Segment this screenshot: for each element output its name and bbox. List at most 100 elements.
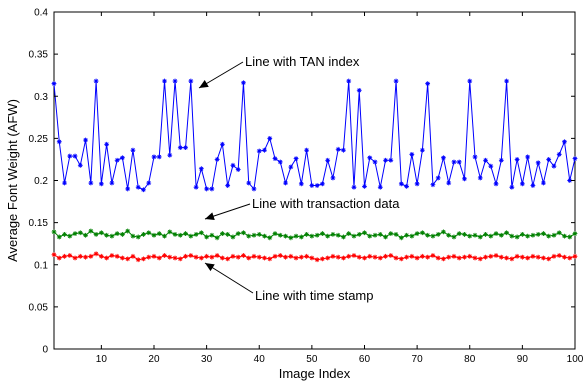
- data-point: [541, 231, 546, 236]
- data-point: [162, 233, 167, 239]
- data-point: [514, 157, 520, 162]
- data-point: [98, 181, 104, 187]
- data-point: [314, 183, 320, 188]
- data-point: [488, 163, 494, 169]
- data-point: [530, 232, 536, 238]
- data-point: [198, 230, 204, 236]
- data-point: [393, 232, 399, 237]
- data-point: [388, 157, 394, 163]
- data-point: [335, 254, 341, 260]
- plot-area: [53, 11, 576, 350]
- data-point: [483, 157, 488, 163]
- data-point: [393, 255, 399, 261]
- data-point: [67, 253, 73, 258]
- data-point: [288, 164, 294, 170]
- data-point: [367, 253, 373, 259]
- data-point: [493, 181, 499, 187]
- data-point: [414, 255, 420, 261]
- data-point: [167, 254, 173, 260]
- data-point: [214, 157, 220, 162]
- data-point: [162, 253, 167, 258]
- data-point: [356, 87, 362, 93]
- data-point: [398, 256, 404, 262]
- data-point: [425, 81, 431, 87]
- series-1: [51, 78, 578, 193]
- data-point: [146, 230, 152, 236]
- data-point: [251, 232, 257, 238]
- data-point: [346, 78, 352, 84]
- data-point: [546, 233, 552, 239]
- x-tick-label: 90: [517, 354, 529, 365]
- data-point: [325, 255, 331, 261]
- data-point: [83, 254, 88, 260]
- data-point: [525, 255, 531, 261]
- series-line: [53, 230, 576, 239]
- data-point: [230, 162, 236, 168]
- data-point: [446, 232, 452, 238]
- x-tick-label: 10: [96, 354, 108, 365]
- data-point: [425, 232, 431, 238]
- data-point: [156, 154, 162, 160]
- annotation-arrow: [204, 262, 254, 294]
- data-point: [151, 253, 157, 259]
- data-point: [572, 156, 578, 161]
- data-point: [167, 229, 173, 235]
- data-point: [198, 255, 204, 261]
- data-point: [504, 255, 509, 261]
- data-point: [304, 232, 310, 237]
- data-point: [388, 253, 394, 258]
- data-point: [188, 78, 194, 84]
- data-point: [93, 232, 99, 237]
- data-point: [535, 232, 541, 237]
- data-point: [88, 180, 94, 186]
- data-point: [393, 78, 399, 84]
- annotation-layer: Line with TAN index Line with transaction…: [198, 54, 400, 303]
- data-point: [172, 232, 178, 237]
- data-point: [341, 255, 346, 261]
- series-line: [53, 253, 576, 261]
- data-point: [509, 184, 515, 190]
- y-tick-label: 0.35: [29, 50, 49, 61]
- annotation-2: Line with transaction data: [204, 196, 400, 220]
- data-point: [383, 234, 388, 240]
- data-point: [177, 145, 183, 151]
- data-point: [541, 180, 546, 186]
- data-point: [251, 253, 257, 259]
- data-point: [183, 253, 188, 259]
- data-point: [441, 229, 446, 235]
- data-point: [562, 233, 567, 239]
- data-point: [146, 254, 152, 260]
- data-point: [483, 254, 488, 260]
- data-point: [362, 230, 367, 236]
- data-point: [146, 180, 152, 186]
- tick-layer: 10 20 30 40 50 60 70 80 90 100 0 0.05 0.1 0.15 0.2 0.25…: [29, 8, 583, 366]
- y-tick-label: 0.05: [29, 302, 49, 313]
- annotation-label: Line with transaction data: [252, 196, 400, 211]
- y-tick-label: 0.1: [34, 260, 48, 271]
- data-point: [241, 230, 246, 236]
- data-point: [388, 231, 394, 236]
- x-tick-label: 30: [201, 354, 213, 365]
- data-point: [519, 254, 525, 260]
- data-point: [288, 253, 294, 259]
- data-point: [446, 254, 452, 260]
- data-point: [225, 232, 231, 237]
- data-point: [546, 256, 552, 262]
- data-point: [425, 254, 431, 260]
- data-point: [398, 181, 404, 187]
- data-point: [51, 81, 57, 87]
- data-point: [477, 175, 483, 181]
- data-point: [246, 233, 252, 239]
- y-tick-label: 0.3: [34, 92, 48, 103]
- data-point: [104, 255, 110, 261]
- data-point: [220, 255, 225, 261]
- data-point: [372, 232, 378, 238]
- data-point: [104, 141, 110, 147]
- data-point: [362, 183, 367, 189]
- data-point: [72, 231, 78, 236]
- data-point: [172, 255, 178, 261]
- data-point: [346, 231, 352, 236]
- data-point: [156, 231, 162, 236]
- series-3: [51, 251, 578, 263]
